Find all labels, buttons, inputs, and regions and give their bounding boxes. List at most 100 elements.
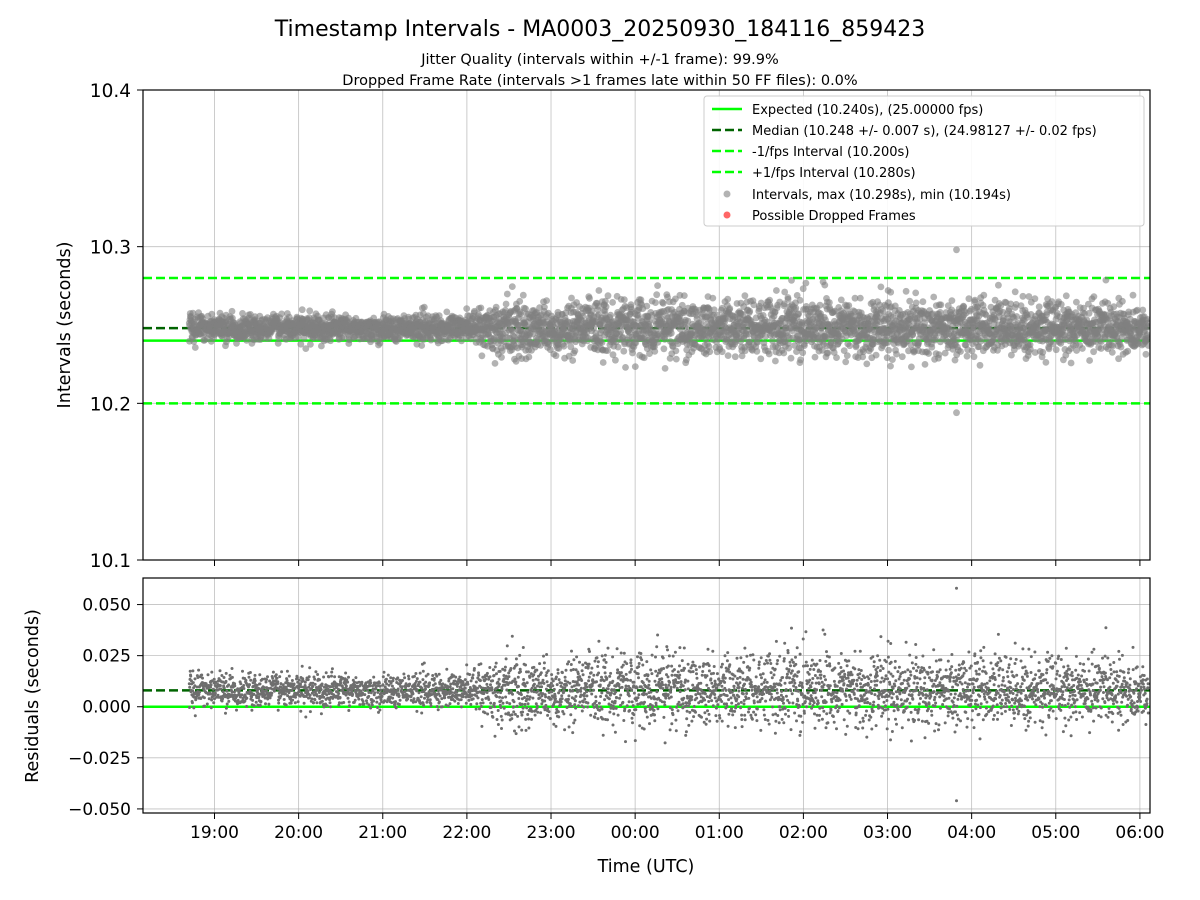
residual-point <box>310 697 314 701</box>
residual-point <box>203 704 207 708</box>
interval-point <box>930 293 938 301</box>
interval-point <box>571 347 579 355</box>
interval-point <box>1008 351 1015 359</box>
interval-point <box>906 297 914 305</box>
residual-point <box>313 677 317 681</box>
residual-point <box>287 674 291 678</box>
residual-point <box>386 673 390 677</box>
interval-point <box>885 346 892 354</box>
residual-point <box>367 694 371 698</box>
interval-point <box>418 342 426 349</box>
interval-point <box>796 296 804 304</box>
interval-point <box>1073 298 1080 306</box>
residual-point <box>363 693 367 697</box>
residual-point <box>394 700 397 704</box>
residual-point <box>390 701 394 705</box>
interval-point <box>976 361 984 369</box>
residual-point <box>271 676 275 680</box>
interval-point <box>274 339 282 347</box>
residual-point <box>248 671 252 674</box>
residual-point <box>319 712 323 716</box>
residual-point <box>212 701 216 705</box>
residual-point <box>190 701 194 705</box>
interval-point <box>941 349 949 357</box>
interval-point <box>516 297 524 305</box>
interval-point <box>898 353 906 361</box>
residual-point <box>333 675 337 679</box>
interval-point <box>1019 292 1027 300</box>
interval-point <box>579 312 587 320</box>
residual-point <box>300 664 304 668</box>
interval-point <box>772 357 779 365</box>
interval-point <box>595 287 603 294</box>
residual-point <box>348 704 351 708</box>
residual-point <box>219 687 223 691</box>
interval-point <box>710 306 718 314</box>
interval-point <box>569 357 577 364</box>
interval-point <box>773 287 780 294</box>
interval-point <box>1031 295 1039 303</box>
residual-point <box>258 703 262 707</box>
interval-point <box>1026 345 1034 353</box>
residual-point <box>397 702 401 706</box>
residual-point <box>212 677 216 681</box>
interval-point <box>936 309 944 316</box>
residual-point <box>317 691 321 694</box>
residual-point <box>313 682 317 686</box>
intervals-points <box>185 246 1150 417</box>
residual-point <box>192 706 196 710</box>
residual-point <box>322 695 326 699</box>
interval-point <box>811 353 819 361</box>
interval-point <box>278 310 285 318</box>
interval-point <box>1017 302 1025 309</box>
interval-point <box>971 296 979 304</box>
jitter-quality-subtitle: Jitter Quality (intervals within +/-1 fr… <box>420 52 779 68</box>
residual-point <box>362 702 366 706</box>
interval-point <box>552 352 560 360</box>
interval-point <box>307 341 314 348</box>
interval-point <box>329 308 336 315</box>
residual-point <box>402 672 406 676</box>
residual-point <box>318 678 321 682</box>
residual-point <box>221 697 225 701</box>
interval-point <box>957 348 964 355</box>
residual-point <box>322 675 326 679</box>
interval-point <box>746 307 754 315</box>
residual-point <box>391 679 395 683</box>
residual-point <box>258 682 262 686</box>
legend-median-label: Median (10.248 +/- 0.007 s), (24.98127 +… <box>752 124 1097 139</box>
residual-point <box>224 711 227 715</box>
residual-point <box>218 669 222 673</box>
interval-point <box>243 337 251 344</box>
residual-point <box>252 692 256 696</box>
interval-point <box>826 299 833 306</box>
residual-point <box>245 704 249 708</box>
residual-point <box>337 692 341 695</box>
interval-point <box>602 297 609 305</box>
residual-point <box>224 706 228 710</box>
interval-point <box>822 333 830 341</box>
residual-point <box>370 703 374 707</box>
residual-point <box>397 694 401 698</box>
residual-point <box>369 681 373 685</box>
residual-point <box>287 691 291 695</box>
interval-point <box>1086 357 1093 364</box>
interval-point <box>994 347 1001 354</box>
residual-point <box>306 678 310 682</box>
interval-point <box>697 319 705 327</box>
residual-point <box>389 676 393 680</box>
residual-point <box>294 695 297 699</box>
interval-point <box>584 334 592 342</box>
legend-expected-label: Expected (10.240s), (25.00000 fps) <box>752 103 983 118</box>
residual-point <box>344 671 348 675</box>
interval-point <box>654 338 662 346</box>
interval-point <box>935 351 943 358</box>
interval-point <box>239 310 246 317</box>
residual-point <box>314 670 318 674</box>
residual-point <box>377 681 381 685</box>
interval-point <box>477 304 485 312</box>
residual-point <box>259 700 263 703</box>
interval-point <box>889 356 896 363</box>
interval-point <box>1045 345 1053 353</box>
residual-point <box>210 670 214 674</box>
